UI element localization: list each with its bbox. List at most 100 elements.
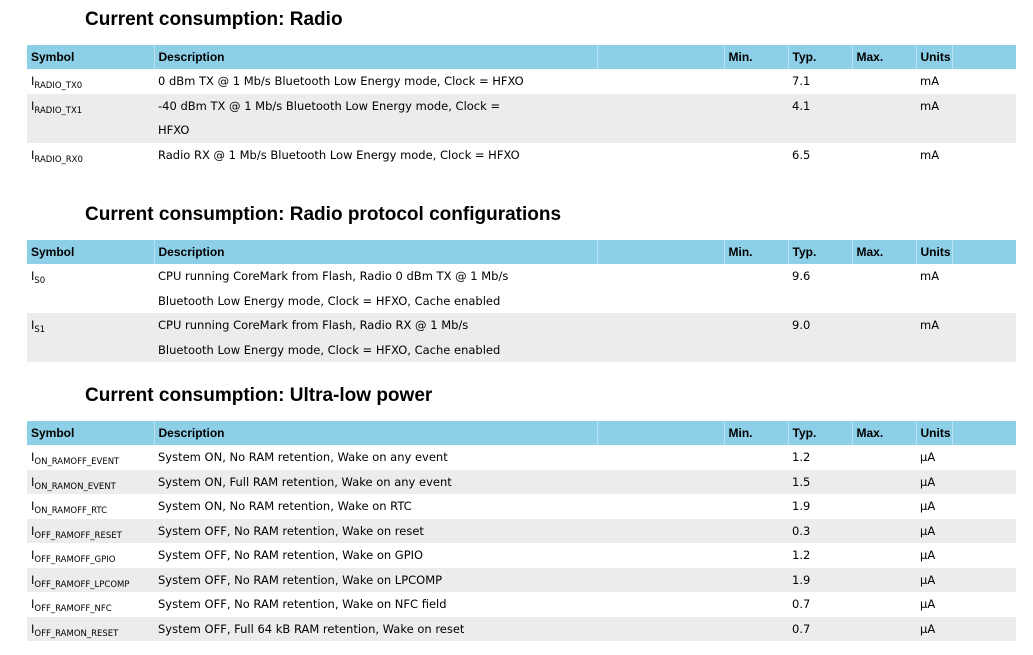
symbol-subscript: ON_RAMON_EVENT (34, 481, 116, 492)
description-line: -40 dBm TX @ 1 Mb/s Bluetooth Low Energy… (158, 98, 501, 113)
blank-cell (597, 592, 724, 617)
header-typ: Typ. (788, 45, 853, 69)
description-line: Bluetooth Low Energy mode, Clock = HFXO,… (158, 342, 501, 357)
header-description: Description (154, 45, 598, 69)
header-typ: Typ. (788, 240, 853, 264)
symbol-cell: IS1 (27, 313, 154, 362)
header-min: Min. (724, 45, 789, 69)
min-cell (724, 592, 788, 617)
table-row: IRADIO_TX0 0 dBm TX @ 1 Mb/s Bluetooth Lo… (27, 69, 1016, 94)
symbol-main: I (31, 621, 35, 636)
min-cell (724, 143, 788, 168)
description-cell: CPU running CoreMark from Flash, Radio 0… (154, 264, 597, 313)
tail-cell (952, 445, 1016, 470)
tail-cell (952, 469, 1016, 494)
blank-cell (597, 518, 724, 543)
symbol-cell: IS0 (27, 264, 154, 313)
table-row: IOFF_RAMOFF_NFC System OFF, No RAM retent… (27, 592, 1016, 617)
tail-cell (952, 567, 1016, 592)
symbol-cell: IOFF_RAMOFF_LPCOMP (27, 567, 154, 592)
header-description: Description (154, 240, 598, 264)
description-cell: System ON, No RAM retention, Wake on any… (154, 445, 597, 470)
header-description: Description (154, 421, 598, 445)
blank-cell (597, 469, 724, 494)
typ-cell: 4.1 (788, 93, 852, 143)
max-cell (852, 616, 916, 641)
header-units: Units (916, 45, 953, 69)
description-line: CPU running CoreMark from Flash, Radio R… (158, 318, 469, 332)
description-cell: CPU running CoreMark from Flash, Radio R… (154, 313, 597, 362)
description-line: 0 dBm TX @ 1 Mb/s Bluetooth Low Energy m… (158, 74, 524, 88)
description-cell: System OFF, No RAM retention, Wake on re… (154, 518, 597, 543)
units-cell: µA (920, 597, 936, 611)
units-cell: mA (916, 313, 952, 362)
units-cell: µA (920, 499, 936, 513)
min-cell (724, 93, 788, 143)
section-title: Current consumption: Radio protocol conf… (85, 204, 562, 225)
max-cell (852, 494, 916, 519)
units-cell: µA (916, 567, 952, 592)
units-cell: mA (920, 74, 940, 88)
blank-cell (597, 567, 724, 592)
max-cell (852, 592, 916, 617)
symbol-main: I (31, 147, 35, 162)
typ-cell: 0.7 (788, 616, 852, 641)
symbol-cell: IOFF_RAMON_RESET (27, 616, 154, 641)
header-blank (597, 421, 725, 445)
header-min: Min. (724, 421, 789, 445)
blank-cell (597, 445, 724, 470)
symbol-cell: IOFF_RAMOFF_NFC (27, 592, 154, 617)
units-cell: µA (920, 548, 936, 562)
description-cell: System OFF, No RAM retention, Wake on NF… (154, 592, 597, 617)
description-cell: System OFF, Full 64 kB RAM retention, Wa… (154, 616, 597, 641)
max-cell (852, 93, 916, 143)
header-max: Max. (852, 240, 917, 264)
tail-cell (952, 143, 1016, 168)
symbol-subscript: RADIO_TX0 (34, 81, 83, 91)
max-cell (852, 445, 916, 470)
min-cell (724, 445, 788, 470)
min-cell (724, 543, 788, 568)
description-cell: System OFF, No RAM retention, Wake on LP… (154, 567, 597, 592)
header-min: Min. (724, 240, 789, 264)
description-cell: Radio RX @ 1 Mb/s Bluetooth Low Energy m… (154, 143, 597, 168)
tail-cell (952, 313, 1016, 362)
typ-cell: 0.3 (788, 518, 852, 543)
symbol-cell: IRADIO_TX0 (27, 69, 154, 94)
radio-protocol-table: Symbol Description Min. Typ. Max. Units … (27, 240, 1016, 362)
description-cell: System OFF, No RAM retention, Wake on GP… (154, 543, 597, 568)
symbol-cell: IRADIO_RX0 (27, 143, 154, 168)
max-cell (852, 313, 916, 362)
units-cell: µA (916, 469, 952, 494)
symbol-subscript: ON_RAMOFF_EVENT (34, 457, 120, 467)
typ-cell: 0.7 (792, 597, 811, 611)
blank-cell (597, 543, 724, 568)
blank-cell (597, 143, 724, 168)
description-line: Radio RX @ 1 Mb/s Bluetooth Low Energy m… (158, 147, 520, 162)
header-symbol: Symbol (27, 240, 155, 264)
typ-cell: 9.6 (792, 269, 811, 283)
symbol-subscript: OFF_RAMOFF_GPIO (34, 555, 116, 565)
header-symbol: Symbol (27, 421, 155, 445)
description-line: System ON, Full RAM retention, Wake on a… (158, 474, 452, 489)
table-header-row: Symbol Description Min. Typ. Max. Units (27, 45, 1016, 69)
header-blank (597, 240, 725, 264)
tail-cell (952, 616, 1016, 641)
min-cell (724, 313, 788, 362)
header-max: Max. (852, 421, 917, 445)
symbol-subscript: OFF_RAMOFF_NFC (34, 604, 112, 614)
table-header-row: Symbol Description Min. Typ. Max. Units (27, 240, 1016, 264)
tail-cell (952, 93, 1016, 143)
description-line: System OFF, No RAM retention, Wake on re… (158, 523, 424, 538)
typ-cell: 1.9 (792, 499, 811, 513)
header-blank (597, 45, 725, 69)
symbol-main: I (31, 499, 35, 513)
symbol-main: I (31, 597, 35, 611)
section-title: Current consumption: Ultra-low power (85, 385, 433, 406)
symbol-main: I (31, 74, 35, 88)
max-cell (852, 543, 916, 568)
description-line: HFXO (158, 123, 190, 137)
table-header-row: Symbol Description Min. Typ. Max. Units (27, 421, 1016, 445)
description-line: System OFF, No RAM retention, Wake on GP… (158, 548, 424, 562)
min-cell (724, 494, 788, 519)
